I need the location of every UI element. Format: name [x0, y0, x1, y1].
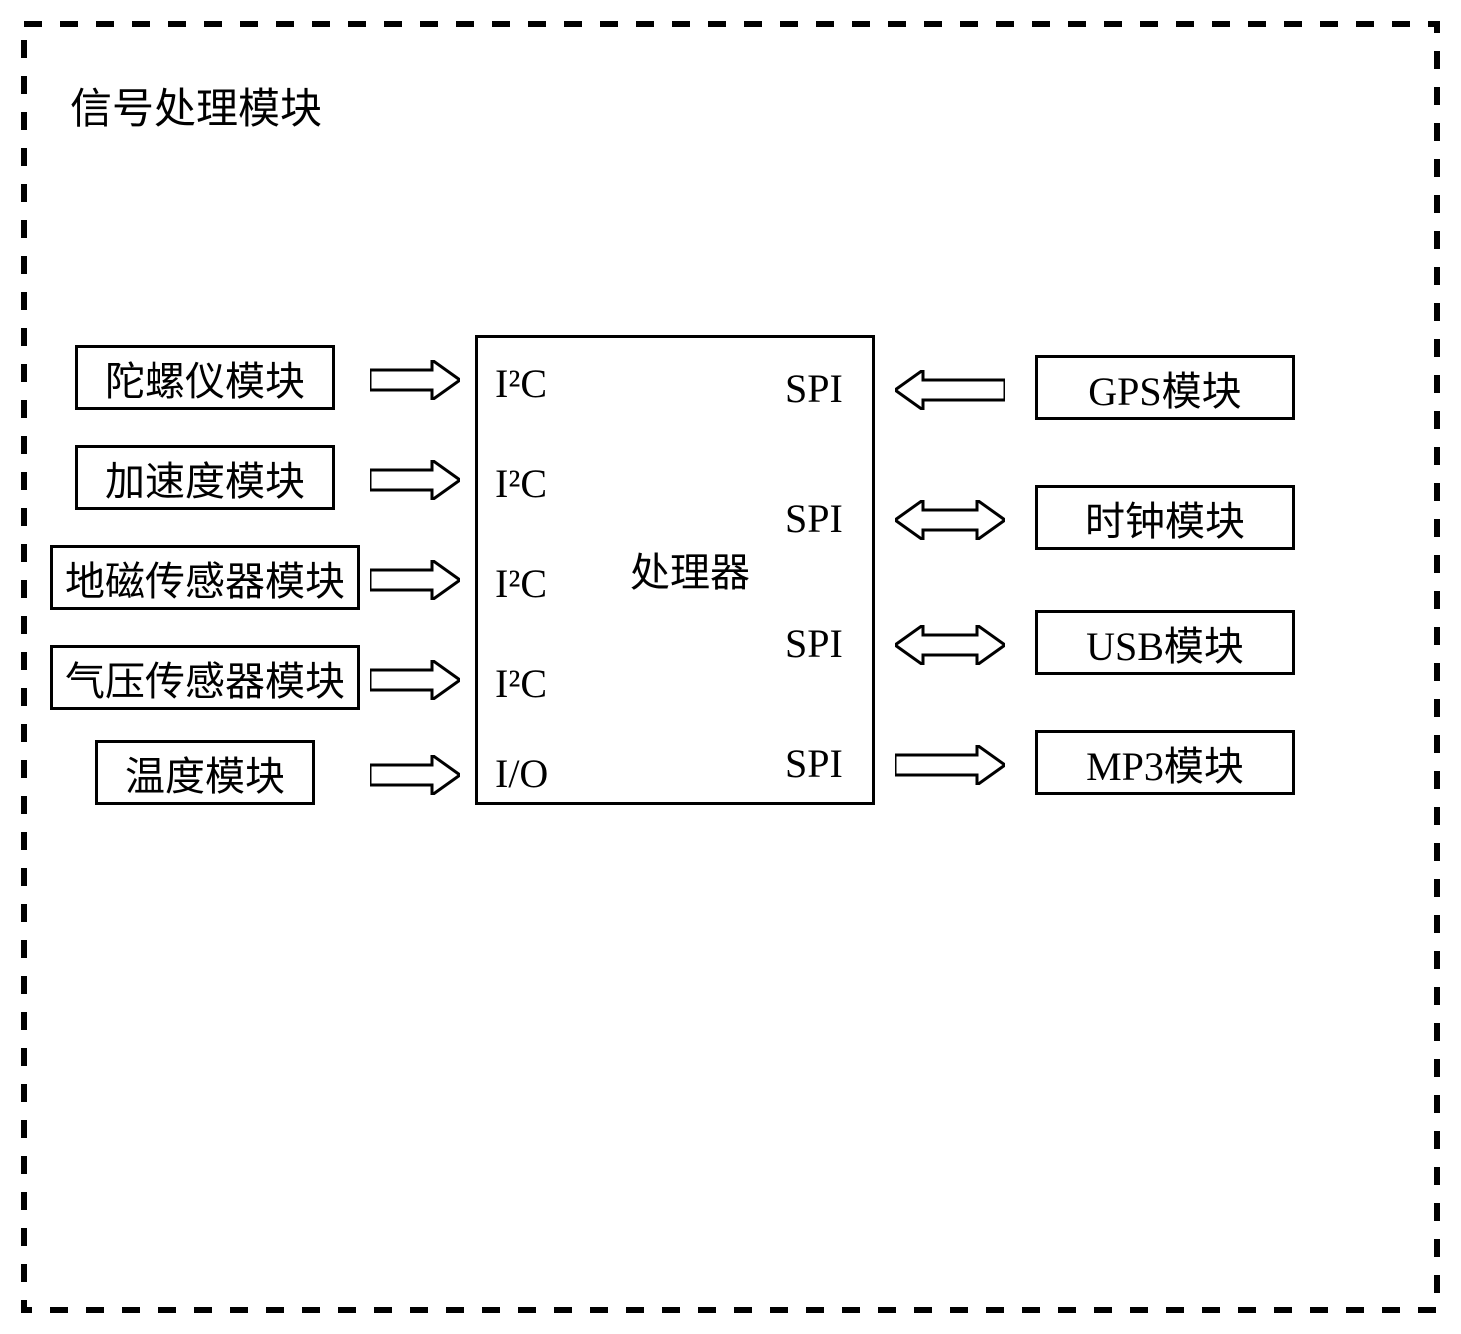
left-module-4: 温度模块 — [95, 740, 315, 805]
right-arrow-2 — [895, 625, 1005, 670]
right-port-0: SPI — [785, 365, 843, 412]
right-arrow-3 — [895, 745, 1005, 790]
right-module-2: USB模块 — [1035, 610, 1295, 675]
right-port-1: SPI — [785, 495, 843, 542]
left-arrow-4 — [370, 755, 460, 800]
right-arrow-1 — [895, 500, 1005, 545]
processor-label: 处理器 — [630, 540, 750, 598]
diagram-canvas: 信号处理模块 处理器 I²CI²CI²CI²CI/O SPISPISPISPI … — [0, 0, 1461, 1334]
right-port-3: SPI — [785, 740, 843, 787]
module-title: 信号处理模块 — [70, 75, 322, 136]
left-port-4: I/O — [495, 750, 548, 797]
right-module-0: GPS模块 — [1035, 355, 1295, 420]
left-port-1: I²C — [495, 460, 547, 507]
left-arrow-1 — [370, 460, 460, 505]
right-arrow-0 — [895, 370, 1005, 415]
left-module-1: 加速度模块 — [75, 445, 335, 510]
left-port-0: I²C — [495, 360, 547, 407]
right-module-1: 时钟模块 — [1035, 485, 1295, 550]
left-module-0: 陀螺仪模块 — [75, 345, 335, 410]
left-arrow-2 — [370, 560, 460, 605]
left-arrow-3 — [370, 660, 460, 705]
right-port-2: SPI — [785, 620, 843, 667]
left-arrow-0 — [370, 360, 460, 405]
left-module-2: 地磁传感器模块 — [50, 545, 360, 610]
left-port-3: I²C — [495, 660, 547, 707]
right-module-3: MP3模块 — [1035, 730, 1295, 795]
left-module-3: 气压传感器模块 — [50, 645, 360, 710]
left-port-2: I²C — [495, 560, 547, 607]
